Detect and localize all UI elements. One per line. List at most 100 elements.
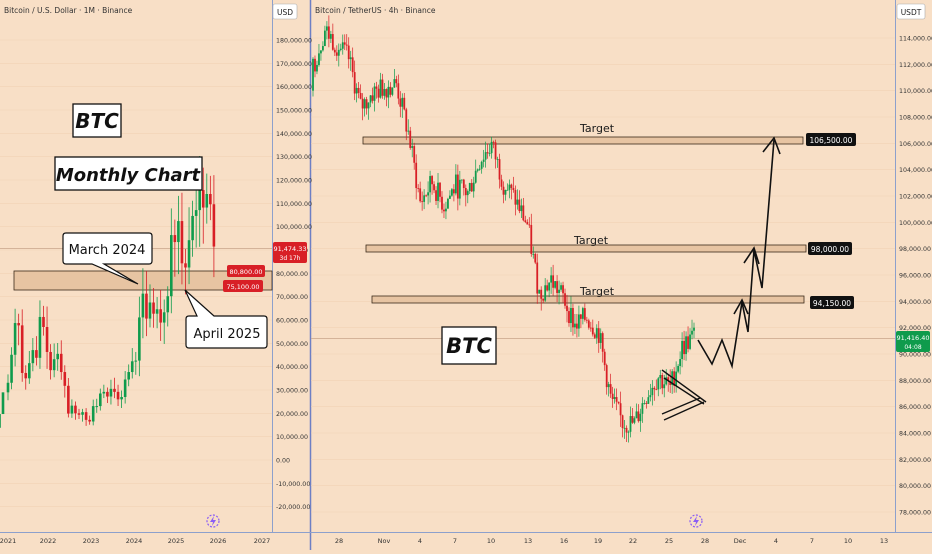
april-2025-callout: April 2025 bbox=[184, 289, 268, 349]
hourly-candle bbox=[520, 205, 523, 212]
left-zone-bottom-tag: 75,100.00 bbox=[223, 280, 263, 292]
right-x-tick-label: 7 bbox=[810, 537, 814, 545]
monthly-candle bbox=[209, 194, 212, 205]
monthly-candle bbox=[0, 414, 1, 428]
hourly-candle bbox=[568, 311, 570, 324]
hourly-candle bbox=[395, 79, 398, 84]
monthly-candle bbox=[145, 293, 148, 319]
hourly-candle bbox=[572, 308, 574, 328]
lightning-logo-icon[interactable] bbox=[689, 514, 703, 528]
hourly-candle bbox=[593, 334, 596, 338]
monthly-candle bbox=[13, 323, 17, 355]
right-y-tick-label: 90,000.00 bbox=[899, 352, 931, 359]
monthly-candle bbox=[187, 240, 191, 268]
hourly-candle bbox=[464, 187, 467, 196]
right-y-tick-label: 112,000.00 bbox=[899, 62, 932, 69]
left-currency-button[interactable]: USD bbox=[272, 3, 298, 20]
hourly-candle bbox=[333, 49, 336, 53]
lightning-logo-icon[interactable] bbox=[206, 514, 220, 528]
right-currency-button[interactable]: USDT bbox=[896, 3, 926, 20]
svg-text:94,150.00: 94,150.00 bbox=[813, 299, 851, 308]
hourly-candle bbox=[415, 162, 418, 189]
hourly-candle bbox=[510, 184, 513, 188]
monthly-candle bbox=[113, 388, 116, 392]
hourly-candle bbox=[609, 384, 612, 394]
monthly-chart-label: Monthly Chart bbox=[54, 156, 203, 191]
hourly-candle bbox=[579, 314, 582, 319]
hourly-candle bbox=[379, 79, 382, 98]
hourly-candle bbox=[574, 323, 576, 328]
hourly-candle bbox=[454, 174, 457, 194]
right-x-tick-label: Dec bbox=[734, 537, 747, 545]
hourly-candle bbox=[693, 327, 695, 331]
hourly-candle bbox=[387, 86, 390, 98]
left-y-tick-label: 180,000.00 bbox=[276, 38, 312, 45]
right-y-tick-label: 92,000.00 bbox=[899, 325, 931, 332]
hourly-candle bbox=[603, 351, 606, 366]
hourly-candle bbox=[335, 52, 338, 56]
hourly-candle bbox=[645, 403, 648, 404]
svg-text:3d 17h: 3d 17h bbox=[280, 255, 301, 262]
hourly-candle bbox=[478, 168, 481, 170]
hourly-candle bbox=[314, 58, 316, 72]
hourly-candle bbox=[508, 184, 511, 190]
target-tag-2: 98,000.00 bbox=[808, 242, 852, 255]
monthly-candle bbox=[177, 221, 180, 243]
left-x-tick-label: 2025 bbox=[168, 537, 185, 545]
hourly-candle bbox=[474, 170, 477, 183]
hourly-candle bbox=[324, 30, 326, 47]
monthly-candle bbox=[194, 210, 198, 216]
hourly-candle bbox=[595, 328, 598, 338]
hourly-candle bbox=[389, 86, 392, 95]
right-y-tick-label: 114,000.00 bbox=[899, 36, 932, 43]
target-zone-1 bbox=[362, 136, 804, 145]
hourly-candle bbox=[546, 285, 549, 291]
target-tag-1: 106,500.00 bbox=[806, 133, 856, 146]
hourly-candle bbox=[677, 365, 680, 372]
hourly-candle bbox=[522, 205, 525, 221]
svg-text:75,100.00: 75,100.00 bbox=[226, 283, 259, 291]
hourly-candle bbox=[504, 189, 507, 195]
right-price-axis[interactable] bbox=[895, 0, 932, 532]
hourly-candle bbox=[506, 189, 509, 191]
hourly-candle bbox=[685, 336, 687, 355]
hourly-candle bbox=[343, 42, 346, 45]
left-x-tick-label: 2026 bbox=[210, 537, 227, 545]
hourly-candle bbox=[558, 289, 560, 293]
monthly-candle bbox=[59, 353, 63, 373]
hourly-candle bbox=[653, 387, 656, 390]
right-x-tick-label: 13 bbox=[880, 537, 888, 545]
hourly-candle bbox=[472, 182, 475, 192]
monthly-candle bbox=[95, 406, 99, 408]
hourly-candle bbox=[413, 146, 416, 163]
left-y-tick-label: 160,000.00 bbox=[276, 84, 312, 91]
hourly-candle bbox=[443, 209, 445, 212]
hourly-candle bbox=[320, 50, 322, 54]
hourly-candle bbox=[528, 224, 531, 226]
hourly-candle bbox=[341, 42, 344, 49]
hourly-candle bbox=[425, 195, 428, 197]
right-x-tick-label: 7 bbox=[453, 537, 457, 545]
hourly-candle bbox=[498, 159, 501, 180]
hourly-candle bbox=[449, 195, 451, 199]
left-chart-background bbox=[0, 0, 272, 532]
right-y-tick-label: 100,000.00 bbox=[899, 220, 932, 227]
hourly-candle bbox=[647, 397, 650, 404]
monthly-candle bbox=[130, 361, 134, 373]
monthly-candle bbox=[148, 302, 152, 319]
hourly-candle bbox=[423, 195, 426, 202]
left-x-tick-label: 2021 bbox=[0, 537, 16, 545]
monthly-candle bbox=[106, 391, 109, 397]
left-price-axis[interactable] bbox=[272, 0, 310, 532]
hourly-candle bbox=[490, 141, 493, 154]
right-current-price-tag: 91,416.40 04:08 bbox=[896, 331, 930, 352]
monthly-candle bbox=[127, 372, 130, 380]
hourly-candle bbox=[516, 199, 519, 205]
hourly-candle bbox=[407, 130, 410, 132]
hourly-candle bbox=[613, 397, 616, 399]
svg-text:BTC: BTC bbox=[75, 109, 119, 133]
monthly-candle bbox=[77, 413, 81, 415]
hourly-candle bbox=[397, 83, 400, 99]
right-x-tick-label: 4 bbox=[774, 537, 778, 545]
hourly-candle bbox=[359, 92, 362, 99]
